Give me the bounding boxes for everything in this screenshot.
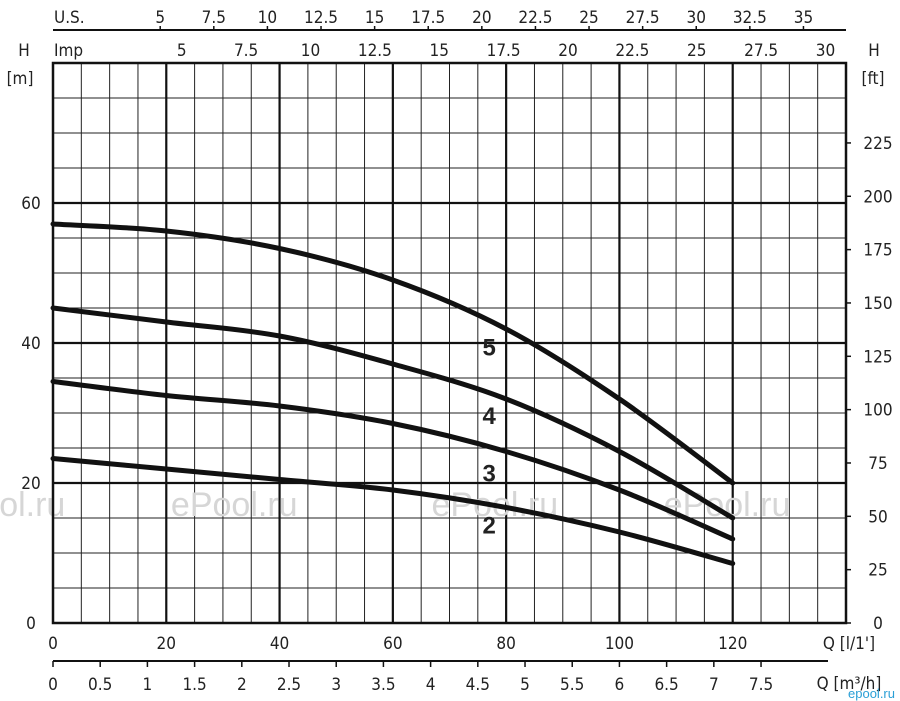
imp-tick-label: 20 — [558, 41, 577, 61]
y-right-tick-label: 50 — [868, 507, 887, 527]
imp-tick-label: 7.5 — [234, 41, 258, 61]
imp-tick-label: 12.5 — [358, 41, 392, 61]
m3h-tick-label: 2 — [237, 675, 247, 695]
curve-label-4: 4 — [482, 403, 496, 430]
us-tick-label: 25 — [579, 8, 598, 28]
imp-tick-label: 17.5 — [487, 41, 521, 61]
imp-tick-label: 30 — [816, 41, 835, 61]
imp-tick-label: 22.5 — [615, 41, 649, 61]
y-right-tick-label: 25 — [868, 561, 887, 581]
y-right-tick-label: 200 — [863, 187, 892, 207]
us-tick-label: 27.5 — [626, 8, 660, 28]
m3h-tick-label: 5.5 — [560, 675, 584, 695]
m3h-tick-label: 2.5 — [277, 675, 301, 695]
x-tick-label: 40 — [270, 634, 289, 654]
us-tick-label: 35 — [794, 8, 813, 28]
x-tick-label: 60 — [383, 634, 402, 654]
curve-label-2: 2 — [482, 512, 495, 539]
y-right-tick-label: 125 — [863, 347, 892, 367]
us-tick-label: 30 — [687, 8, 706, 28]
y-left-tick-label: 20 — [21, 474, 40, 494]
y-right-tick-label: 75 — [868, 454, 887, 474]
y-right-tick-label: 150 — [863, 294, 892, 314]
y-left-tick-label: 60 — [21, 194, 40, 214]
m3h-axis-title: Q [m³/h] — [817, 674, 882, 694]
y-right-tick-label: 100 — [863, 401, 892, 421]
us-tick-label: 22.5 — [518, 8, 552, 28]
y-right-tick-label: 175 — [863, 241, 892, 261]
y-left-tick-label: 0 — [26, 614, 36, 634]
y-left-axis-symbol: H — [18, 41, 30, 61]
imp-tick-label: 25 — [687, 41, 706, 61]
m3h-tick-label: 4 — [426, 675, 436, 695]
curve-label-5: 5 — [482, 335, 495, 362]
x-tick-label: 100 — [605, 634, 634, 654]
m3h-tick-label: 1.5 — [182, 675, 206, 695]
plot-border — [51, 61, 848, 625]
x-tick-label: 20 — [157, 634, 176, 654]
m3h-tick-label: 7.5 — [749, 675, 773, 695]
curves — [50, 221, 736, 566]
imp-tick-label: 5 — [177, 41, 187, 61]
us-axis-title: U.S. — [54, 8, 85, 28]
us-tick-label: 15 — [365, 8, 384, 28]
us-tick-label: 20 — [472, 8, 491, 28]
m3h-tick-label: 3.5 — [371, 675, 395, 695]
m3h-tick-label: 6.5 — [654, 675, 678, 695]
x-tick-label: 0 — [48, 634, 58, 654]
imp-tick-label: 10 — [301, 41, 320, 61]
x-tick-label: 80 — [496, 634, 515, 654]
us-tick-label: 32.5 — [733, 8, 767, 28]
m3h-tick-label: 4.5 — [466, 675, 490, 695]
watermark-text: ePool.ru — [171, 486, 298, 524]
imp-axis-title: Imp — [54, 41, 83, 61]
curve-5 — [50, 221, 736, 486]
us-tick-label: 10 — [258, 8, 277, 28]
y-right-tick-label: 0 — [873, 614, 883, 634]
y-right-tick-label: 225 — [863, 134, 892, 154]
y-right-axis-unit: [ft] — [861, 69, 884, 89]
m3h-tick-label: 6 — [615, 675, 625, 695]
m3h-tick-label: 3 — [331, 675, 341, 695]
plot-frame — [51, 61, 848, 625]
curve-label-3: 3 — [482, 461, 495, 488]
axes: 0 20 40 60 80 100 120 Q [l/1']0 0.5 1 1.5 2 2.5 3 3.5 4… — [7, 8, 893, 695]
m3h-tick-label: 1 — [143, 675, 153, 695]
x-axis-title: Q [l/1'] — [823, 634, 875, 654]
us-tick-label: 5 — [155, 8, 165, 28]
labels: 2 3 4 5 epool.ru — [482, 335, 895, 701]
curve-4 — [50, 305, 736, 521]
watermark-text: ePool.ru — [0, 486, 65, 524]
curve-2 — [50, 456, 736, 566]
x-tick-label: 120 — [718, 634, 747, 654]
y-left-axis-unit: [m] — [7, 69, 34, 89]
curve-3 — [50, 379, 736, 542]
us-tick-label: 7.5 — [202, 8, 226, 28]
us-tick-label: 12.5 — [304, 8, 338, 28]
us-tick-label: 17.5 — [411, 8, 445, 28]
imp-tick-label: 27.5 — [744, 41, 778, 61]
m3h-tick-label: 5 — [520, 675, 530, 695]
y-right-axis-symbol: H — [868, 41, 880, 61]
corner-watermark: epool.ru — [848, 686, 895, 701]
m3h-tick-label: 0 — [48, 675, 58, 695]
m3h-tick-label: 7 — [709, 675, 719, 695]
imp-tick-label: 15 — [430, 41, 449, 61]
m3h-tick-label: 0.5 — [88, 675, 112, 695]
y-left-tick-label: 40 — [21, 334, 40, 354]
